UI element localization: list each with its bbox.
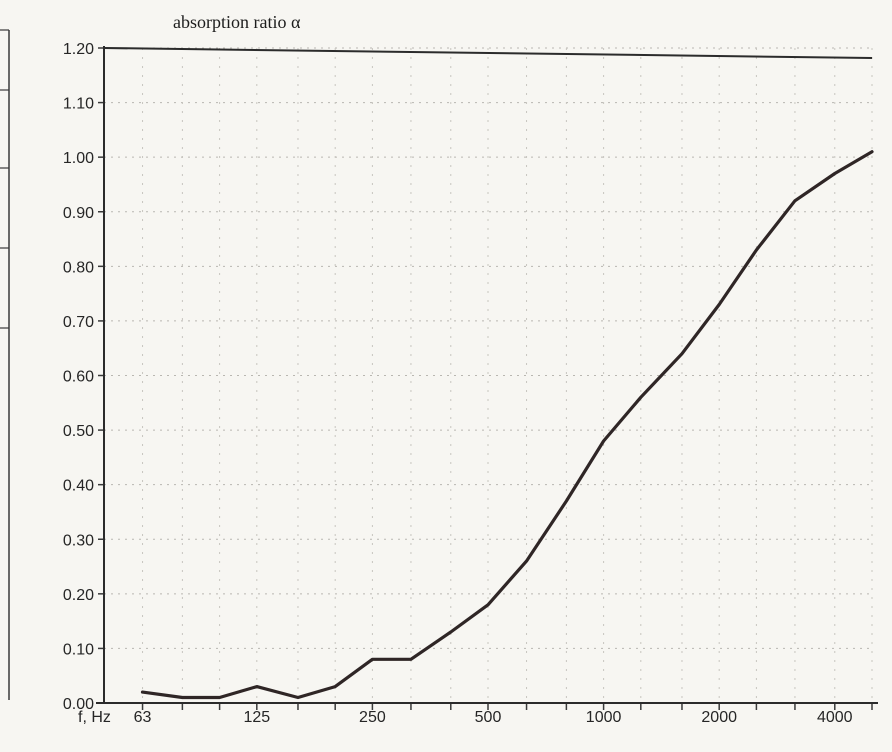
x-tick-label: 63 [134,709,152,726]
y-tick-label: 0.40 [63,478,94,495]
data-point [487,603,489,606]
data-point [525,560,528,562]
data-point [755,249,758,251]
data-point [833,172,836,175]
y-tick-label: 0.30 [63,532,94,549]
x-axis-label: f, Hz [78,709,111,726]
labels-layer: absorption ratio α f, Hz 0.00 0.10 0.20 0.3… [63,12,853,726]
y-tick-label: 1.10 [63,96,94,113]
data-point [410,658,412,661]
line-layer [140,150,874,700]
data-point [256,685,258,688]
data-point [794,200,796,202]
y-tick-label: 1.20 [63,41,94,58]
y-tick-label: 0.50 [63,423,94,440]
x-tick-label: 1000 [586,709,622,726]
x-tick-label: 4000 [817,709,853,726]
data-point [141,691,144,693]
data-point [681,352,683,355]
data-point [297,696,299,699]
y-tick-label: 0.60 [63,369,94,386]
data-point [718,303,720,306]
axes-layer [0,29,878,710]
y-tick-label: 1.00 [63,150,94,167]
data-point [334,685,336,688]
data-point [602,440,605,442]
data-point [449,631,452,633]
data-point [371,658,374,661]
y-tick-label: 0.20 [63,587,94,604]
x-tick-label: 2000 [701,709,737,726]
series-line [140,150,874,700]
y-tick-label: 0.70 [63,314,94,331]
data-point [218,696,221,699]
x-tick-label: 500 [475,709,502,726]
x-tick-label: 250 [359,709,386,726]
y-tick-label: 0.00 [63,696,94,713]
top-border-line [103,47,873,59]
y-tick-label: 0.90 [63,205,94,222]
grid-layer [104,47,873,703]
chart-title: absorption ratio α [173,12,301,32]
data-point [181,696,184,699]
y-tick-label: 0.10 [63,641,94,658]
data-point [871,150,873,153]
data-point [565,500,568,502]
y-tick-label: 0.80 [63,259,94,276]
data-point [640,396,642,399]
x-tick-label: 125 [243,709,270,726]
